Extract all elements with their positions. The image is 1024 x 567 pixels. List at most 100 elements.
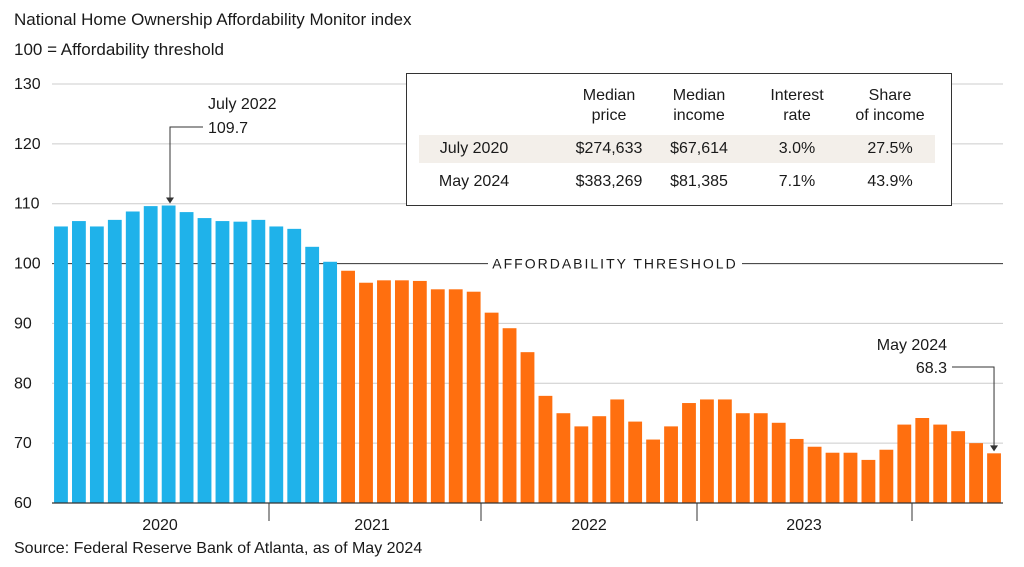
x-tick-label: 2020 <box>142 517 178 534</box>
y-tick-label: 60 <box>14 495 32 512</box>
cell-median-price: $383,269 <box>575 173 643 190</box>
y-tick-label: 70 <box>14 435 32 452</box>
row-label: July 2020 <box>439 140 509 157</box>
bar <box>753 413 768 503</box>
bar <box>628 421 643 503</box>
header-interest-rate: Interest rate <box>747 86 847 126</box>
bar <box>323 261 338 503</box>
bar <box>664 426 678 503</box>
bar <box>897 424 912 503</box>
bars <box>54 205 1001 503</box>
x-tick-label: 2022 <box>571 517 607 534</box>
chart-subtitle: 100 = Affordability threshold <box>14 40 224 59</box>
bar <box>89 226 104 503</box>
bar <box>933 424 948 503</box>
stats-table: Median price Median income Interest rate… <box>406 73 952 206</box>
threshold-label: AFFORDABILITY THRESHOLD <box>492 256 737 272</box>
bar <box>394 280 409 503</box>
bar <box>197 218 212 503</box>
bar <box>789 438 804 503</box>
annotation-label: July 2022 <box>208 96 277 113</box>
bar <box>610 399 625 503</box>
bar <box>574 426 589 503</box>
y-tick-label: 90 <box>14 315 32 332</box>
annotation-arrow <box>166 197 174 204</box>
bar <box>843 452 858 503</box>
bar <box>969 443 983 503</box>
bar <box>807 446 822 503</box>
bar <box>466 291 481 503</box>
header-line: Share <box>868 87 912 104</box>
bar <box>125 211 140 503</box>
x-tick-label: 2023 <box>786 517 822 534</box>
bar <box>556 413 571 503</box>
cell-interest-rate: 7.1% <box>778 173 816 190</box>
table-row: May 2024 $383,269 $81,385 7.1% 43.9% <box>419 168 935 196</box>
bar <box>700 399 714 503</box>
header-line: price <box>591 107 627 124</box>
bar <box>287 228 302 503</box>
cell-median-income: $81,385 <box>670 173 728 190</box>
table-row: July 2020 $274,633 $67,614 3.0% 27.5% <box>419 135 935 163</box>
bar <box>682 403 696 503</box>
gridlines: 130 120 110 100 90 80 70 60 AFFORDABILITY THRESH… <box>14 76 1003 512</box>
bar <box>341 270 355 503</box>
cell-share-of-income: 43.9% <box>867 173 913 190</box>
bar <box>54 226 68 503</box>
annotation-value: 109.7 <box>208 120 248 137</box>
bar <box>987 453 1001 503</box>
source-note: Source: Federal Reserve Bank of Atlanta,… <box>14 540 423 557</box>
bar <box>502 328 517 503</box>
bar <box>251 219 266 503</box>
bar <box>448 289 463 503</box>
x-axis: 2020 2021 2022 2023 <box>52 502 1003 534</box>
cell-share-of-income: 27.5% <box>867 140 913 157</box>
header-median-price: Median price <box>559 86 659 126</box>
bar <box>179 212 194 503</box>
bar <box>143 206 158 503</box>
header-share-of-income: Share of income <box>835 86 945 126</box>
y-tick-label: 110 <box>14 196 40 213</box>
bar <box>215 221 230 503</box>
bar <box>951 431 966 503</box>
header-median-income: Median income <box>649 86 749 126</box>
bar <box>538 395 553 503</box>
bar <box>520 352 535 503</box>
header-line: Median <box>672 87 726 104</box>
bar <box>771 422 786 503</box>
bar <box>735 413 750 503</box>
bar <box>412 280 427 503</box>
bar <box>377 280 391 503</box>
row-label: May 2024 <box>438 173 510 190</box>
bar <box>484 312 499 503</box>
bar <box>305 246 320 503</box>
annotation-leader <box>169 126 203 200</box>
bar <box>430 289 445 503</box>
bar <box>646 439 661 503</box>
bar <box>107 219 122 503</box>
cell-interest-rate: 3.0% <box>778 140 816 157</box>
annotation-label: May 2024 <box>877 337 947 354</box>
header-line: income <box>673 107 725 124</box>
bar <box>233 221 248 503</box>
header-line: rate <box>783 107 811 124</box>
bar <box>359 282 373 503</box>
y-tick-label: 80 <box>14 375 32 392</box>
bar <box>879 449 894 503</box>
cell-median-income: $67,614 <box>670 140 728 157</box>
bar <box>161 205 176 503</box>
annotation-leader <box>952 366 995 448</box>
bar <box>825 452 840 503</box>
bar <box>592 416 607 503</box>
y-tick-label: 100 <box>14 256 41 273</box>
header-line: Median <box>582 87 636 104</box>
header-line: Interest <box>770 87 824 104</box>
chart-title: National Home Ownership Affordability Mo… <box>14 10 412 29</box>
bar <box>861 459 876 503</box>
bar <box>915 418 930 503</box>
bar <box>717 399 732 503</box>
bar <box>269 226 284 503</box>
y-tick-label: 120 <box>14 136 41 153</box>
table-header-row: Median price Median income Interest rate… <box>419 86 935 130</box>
